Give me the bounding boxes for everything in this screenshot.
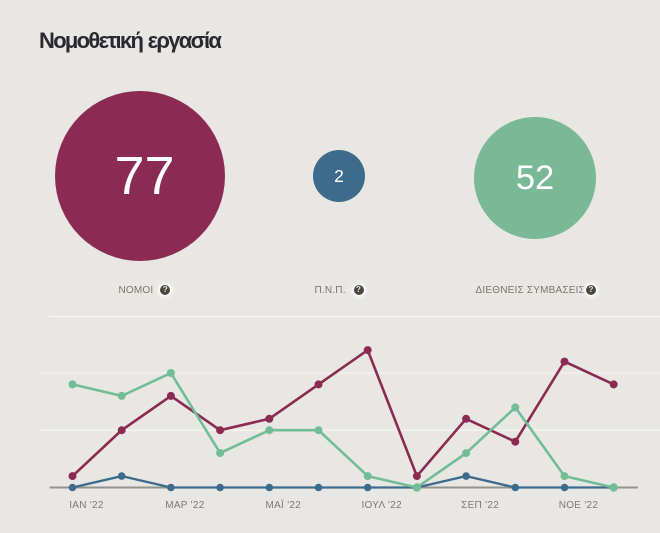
svg-text:ΙΟΥΛ '22: ΙΟΥΛ '22 [361, 500, 402, 511]
svg-text:ΝΟΕ '22: ΝΟΕ '22 [559, 500, 599, 511]
svg-text:ΙΑΝ '22: ΙΑΝ '22 [69, 500, 104, 511]
svg-text:ΜΑΪ '22: ΜΑΪ '22 [265, 499, 301, 511]
svg-text:ΣΕΠ '22: ΣΕΠ '22 [461, 500, 499, 511]
svg-text:ΜΑΡ '22: ΜΑΡ '22 [165, 500, 205, 511]
